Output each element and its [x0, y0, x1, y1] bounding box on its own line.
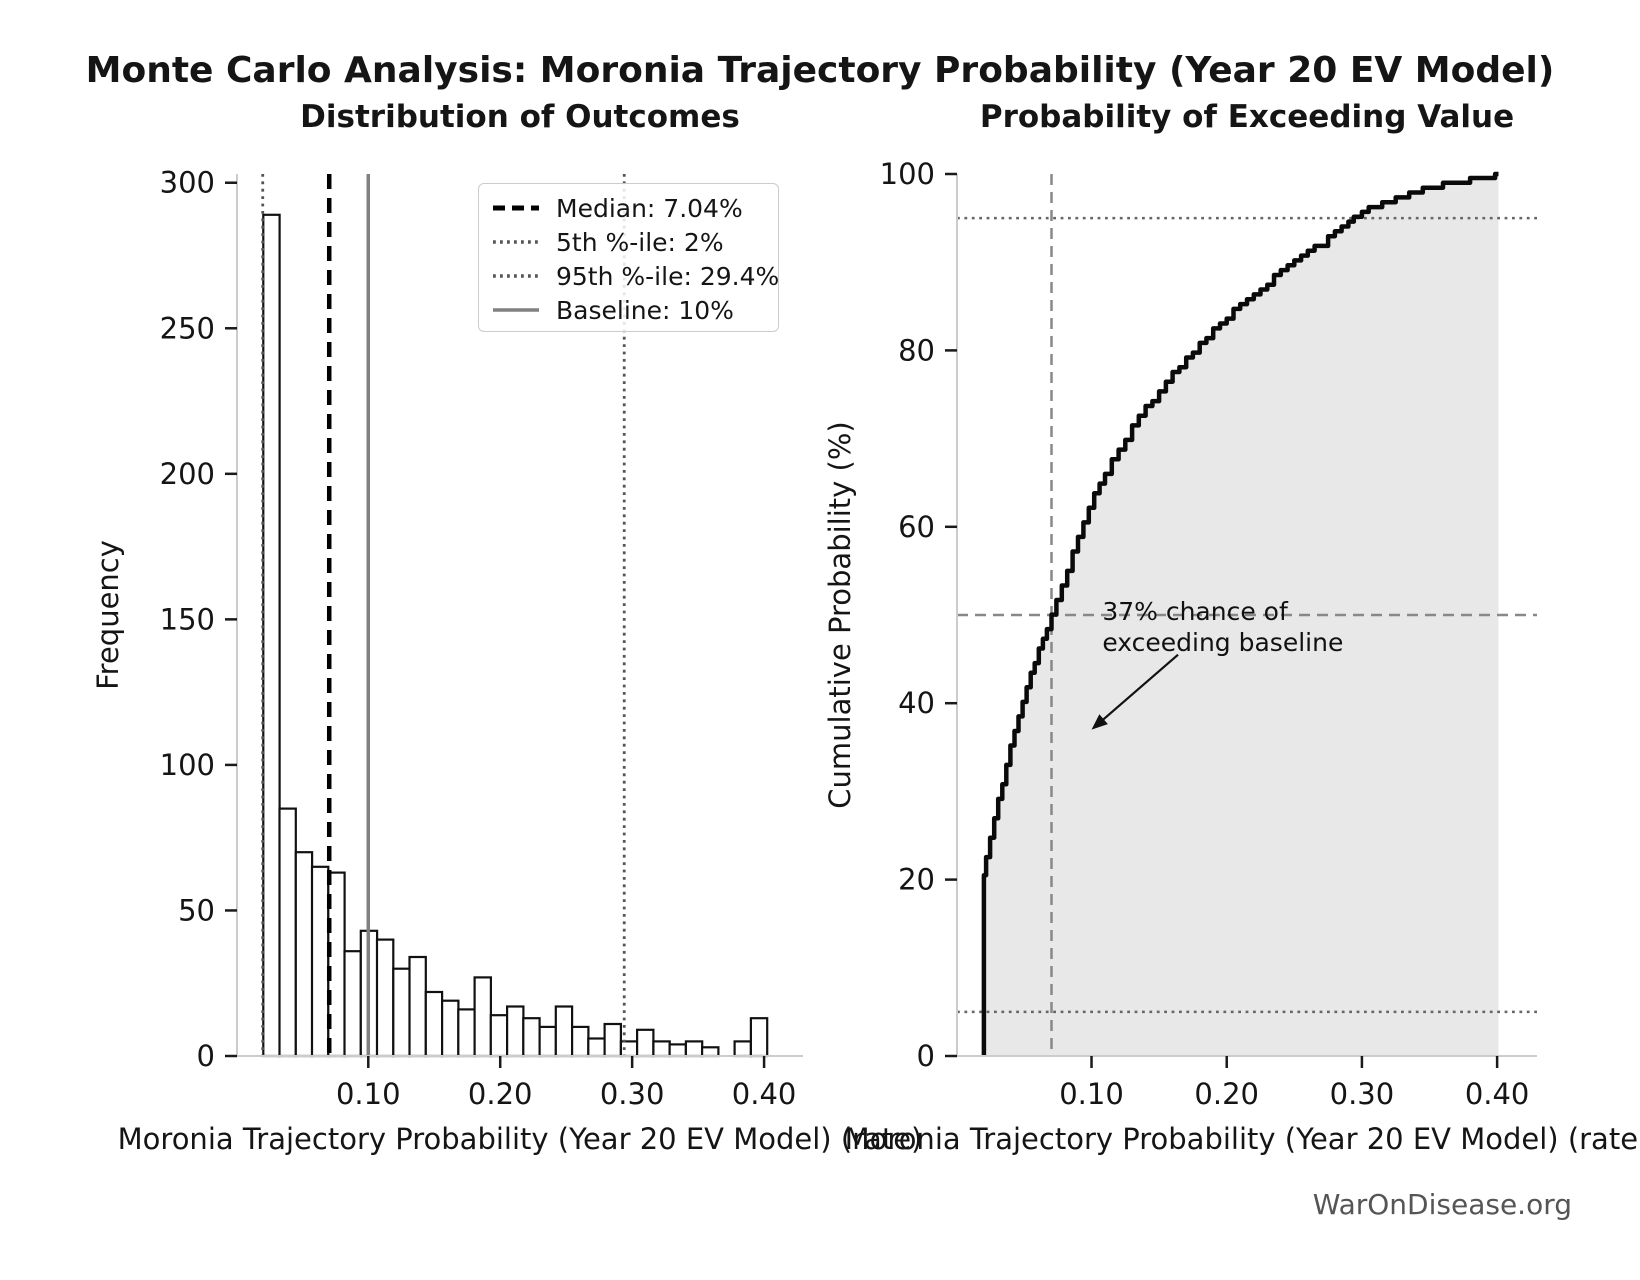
y-tick-label: 200	[160, 457, 215, 491]
histogram-bar	[424, 990, 444, 1058]
legend-item: 5th %-ile: 2%	[492, 225, 778, 259]
y-tick-label: 100	[160, 748, 215, 782]
cdf-title: Probability of Exceeding Value	[979, 99, 1515, 135]
x-tick-label: 0.40	[732, 1077, 797, 1111]
histogram-bar	[522, 1017, 541, 1058]
y-tick-label: 80	[898, 333, 935, 367]
histogram-bar	[587, 1037, 606, 1058]
histogram-bar	[278, 807, 297, 1058]
histogram-bar	[652, 1040, 671, 1058]
x-tick-label: 0.10	[336, 1077, 401, 1111]
legend-line-sample-icon	[492, 233, 540, 252]
histogram-bar	[603, 1022, 622, 1058]
annotation-arrow-line	[1096, 653, 1179, 726]
page-title: Monte Carlo Analysis: Moronia Trajectory…	[85, 50, 1555, 91]
legend: Median: 7.04% 5th %-ile: 2% 95th %-ile: 29…	[478, 183, 779, 332]
x-tick-label: 0.30	[600, 1077, 665, 1111]
legend-line-sample-icon	[492, 267, 540, 286]
legend-item: 95th %-ile: 29.4%	[492, 259, 780, 293]
histogram-bar	[506, 1005, 525, 1058]
x-tick-label: 0.30	[1330, 1077, 1395, 1111]
histogram-bar	[570, 1025, 590, 1058]
legend-line-sample-icon	[492, 199, 540, 218]
annotation-line: exceeding baseline	[1102, 627, 1344, 657]
legend-label: Median: 7.04%	[556, 193, 743, 223]
x-tick-label: 0.40	[1465, 1077, 1530, 1111]
legend-line-sample-icon	[492, 301, 540, 320]
annotation-line: 37% chance of	[1102, 596, 1288, 626]
histogram-title: Distribution of Outcomes	[300, 99, 740, 135]
y-tick-label: 250	[160, 311, 215, 345]
histogram-bar	[668, 1043, 687, 1058]
y-tick-label: 40	[898, 686, 935, 720]
histogram-bar	[489, 1014, 509, 1058]
histogram-bar	[473, 976, 493, 1058]
legend-label: Baseline: 10%	[556, 295, 734, 325]
histogram-bar	[441, 999, 460, 1058]
histogram-bar	[294, 851, 314, 1058]
histogram-bar	[343, 950, 362, 1058]
x-tick-label: 0.10	[1059, 1077, 1124, 1111]
histogram-bar	[392, 967, 411, 1058]
y-tick-label: 20	[898, 863, 935, 897]
legend-label: 95th %-ile: 29.4%	[556, 261, 780, 291]
y-tick-label: 100	[880, 157, 935, 191]
histogram-bar	[408, 955, 427, 1058]
histogram-bar	[554, 1005, 574, 1058]
y-tick-label: 60	[898, 510, 935, 544]
histogram-bar	[635, 1028, 655, 1058]
legend-item: Median: 7.04%	[492, 191, 778, 225]
watermark: WarOnDisease.org	[1312, 1188, 1572, 1221]
histogram-bar	[733, 1040, 752, 1058]
histogram-bar	[262, 213, 281, 1058]
x-tick-label: 0.20	[468, 1077, 533, 1111]
legend-label: 5th %-ile: 2%	[556, 227, 724, 257]
y-tick-label: 150	[160, 602, 215, 636]
histogram-bar	[310, 865, 330, 1058]
legend-item: Baseline: 10%	[492, 293, 778, 327]
histogram-bar	[538, 1025, 557, 1058]
y-tick-label: 0	[197, 1039, 215, 1073]
histogram-bar	[684, 1040, 704, 1058]
histogram-y-axis-label: Frequency	[91, 540, 125, 690]
x-tick-label: 0.20	[1194, 1077, 1259, 1111]
y-tick-label: 0	[917, 1039, 935, 1073]
histogram-bar	[457, 1008, 476, 1058]
histogram-x-axis-label: Moronia Trajectory Probability (Year 20 …	[117, 1122, 923, 1156]
histogram-bar	[749, 1017, 769, 1058]
histogram-bar	[700, 1046, 720, 1058]
y-tick-label: 50	[178, 893, 215, 927]
cdf-y-axis-label: Cumulative Probability (%)	[823, 421, 857, 809]
histogram-bar	[375, 938, 395, 1058]
annotation-arrow-head	[1091, 714, 1108, 730]
annotation-text: 37% chance of exceeding baseline	[1102, 596, 1343, 658]
cdf-area	[983, 174, 1499, 1056]
cdf-curve	[981, 171, 1499, 1056]
cdf-x-axis-label: Moronia Trajectory Probability (Year 20 …	[844, 1122, 1640, 1156]
y-tick-label: 300	[160, 166, 215, 200]
